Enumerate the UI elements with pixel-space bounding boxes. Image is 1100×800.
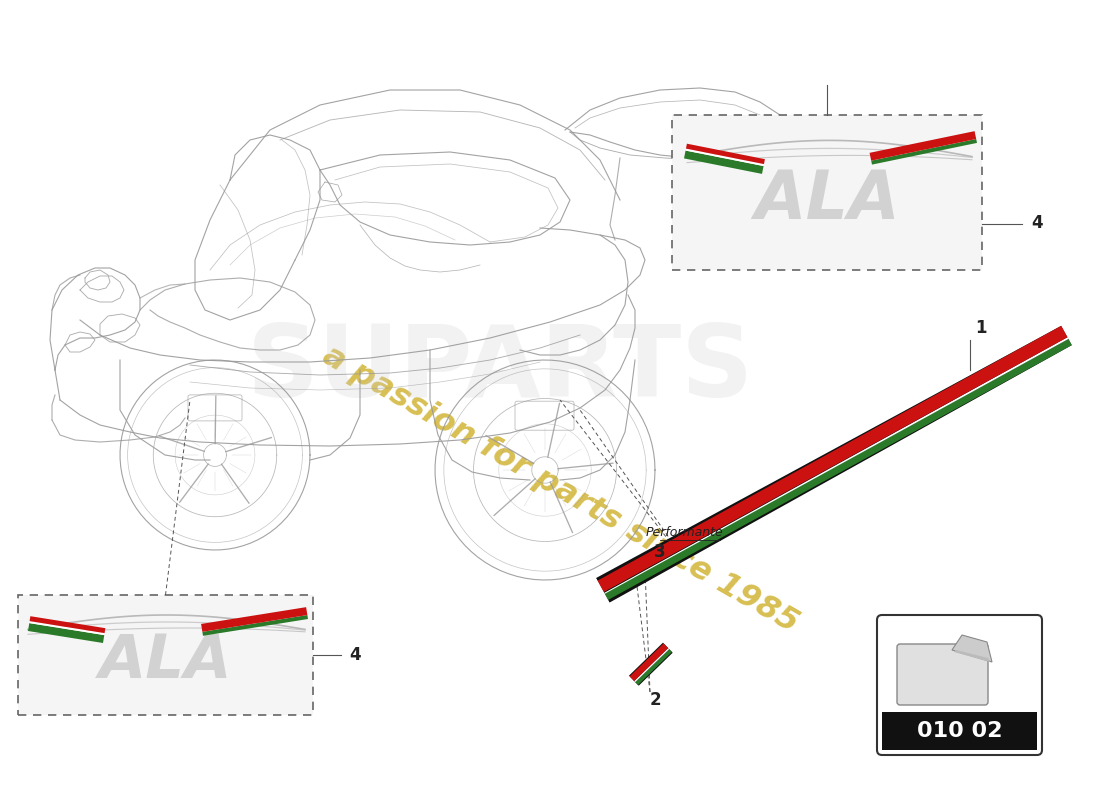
Polygon shape [952,635,992,662]
Text: ALA: ALA [755,167,900,234]
Bar [672,115,982,270]
Text: ALA: ALA [755,167,900,234]
Text: 010 02: 010 02 [916,721,1002,741]
Text: 4: 4 [349,646,361,664]
Text: 4: 4 [1031,214,1043,233]
Text: 1: 1 [975,319,987,337]
Polygon shape [684,150,763,174]
Text: 2: 2 [649,691,661,709]
Bar [18,595,314,715]
Polygon shape [635,648,669,682]
Polygon shape [604,339,1072,600]
Text: Performante: Performante [646,526,724,538]
Polygon shape [597,326,1068,592]
Polygon shape [30,616,106,633]
Polygon shape [629,643,668,681]
Text: SUPARTS: SUPARTS [246,322,754,418]
Polygon shape [588,576,610,608]
Polygon shape [954,650,990,662]
Polygon shape [30,621,105,635]
FancyBboxPatch shape [877,615,1042,755]
Polygon shape [685,149,763,166]
Polygon shape [870,131,976,161]
Polygon shape [596,326,1072,602]
Polygon shape [686,144,764,164]
Polygon shape [201,607,307,632]
Polygon shape [604,337,1068,594]
FancyBboxPatch shape [896,644,988,705]
Polygon shape [635,649,672,685]
Text: 3: 3 [654,543,666,561]
Polygon shape [28,623,105,643]
Text: ALA: ALA [99,631,232,690]
Polygon shape [1059,318,1081,350]
Polygon shape [629,642,673,686]
Text: a passion for parts since 1985: a passion for parts since 1985 [317,341,803,639]
Polygon shape [871,139,977,165]
Bar [882,712,1037,750]
Polygon shape [202,615,308,636]
